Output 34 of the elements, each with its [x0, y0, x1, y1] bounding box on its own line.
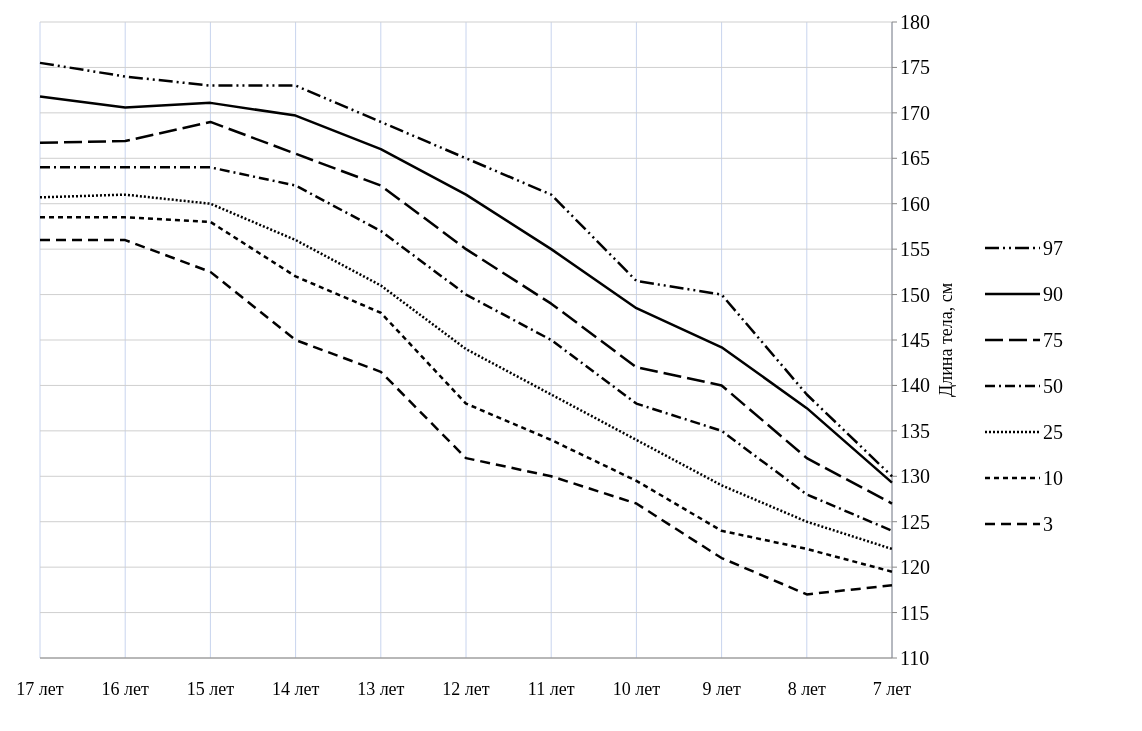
y-tick-label: 125 — [900, 510, 930, 533]
x-tick-label: 14 лет — [271, 679, 320, 699]
y-tick-label: 110 — [900, 647, 930, 669]
legend-label: 50 — [1043, 375, 1063, 397]
legend-label: 10 — [1043, 467, 1063, 489]
x-tick-label: 13 лет — [357, 679, 405, 699]
legend-label: 90 — [1043, 283, 1063, 305]
y-tick-label: 135 — [900, 419, 930, 442]
x-tick-label: 15 лет — [186, 679, 235, 699]
x-tick-label: 12 лет — [442, 679, 490, 699]
y-axis-title: Длина тела, см — [936, 282, 956, 398]
legend-label: 3 — [1043, 513, 1053, 535]
x-tick-label: 10 лет — [612, 679, 661, 699]
y-tick-label: 115 — [900, 601, 930, 624]
y-tick-label: 145 — [900, 329, 930, 351]
x-tick-label: 11 лет — [527, 679, 575, 699]
y-tick-label: 180 — [900, 11, 930, 33]
y-tick-label: 165 — [900, 147, 930, 170]
x-tick-label: 17 лет — [16, 679, 64, 699]
legend-label: 75 — [1043, 329, 1063, 351]
y-tick-label: 170 — [900, 101, 930, 124]
legend-label: 25 — [1043, 421, 1063, 443]
legend-label: 97 — [1043, 237, 1063, 259]
x-tick-label: 7 лет — [872, 679, 912, 699]
x-tick-label: 9 лет — [702, 679, 741, 699]
y-tick-label: 175 — [900, 56, 930, 79]
y-tick-label: 130 — [900, 465, 930, 488]
y-tick-label: 150 — [900, 283, 930, 306]
x-tick-label: 8 лет — [787, 679, 827, 699]
x-tick-label: 16 лет — [101, 679, 149, 699]
y-tick-label: 120 — [900, 556, 930, 579]
y-tick-label: 140 — [900, 374, 930, 397]
y-tick-label: 155 — [900, 238, 930, 261]
y-tick-label: 160 — [900, 192, 930, 215]
